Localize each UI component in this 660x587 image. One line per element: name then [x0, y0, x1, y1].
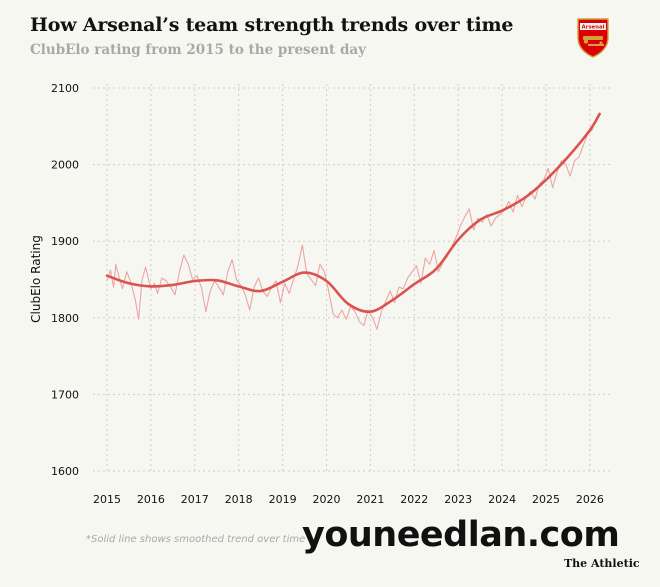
footnote: *Solid line shows smoothed trend over ti…	[86, 534, 306, 545]
x-tick-label-2024: 2024	[488, 493, 516, 506]
x-tick-label-2021: 2021	[356, 493, 384, 506]
chart-subtitle: ClubElo rating from 2015 to the present …	[30, 42, 367, 58]
watermark: youneedlan.com	[302, 515, 620, 555]
x-tick-label-2026: 2026	[576, 493, 604, 506]
y-tick-label-2100: 2100	[51, 82, 79, 95]
raw-elo-line	[106, 112, 601, 330]
y-tick-label-1600: 1600	[51, 465, 79, 478]
crest-text: Arsenal	[581, 25, 604, 31]
x-tick-label-2017: 2017	[181, 493, 209, 506]
chart-title: How Arsenal’s team strength trends over …	[30, 14, 514, 36]
y-tick-label-1700: 1700	[51, 388, 79, 401]
y-tick-label-1900: 1900	[51, 235, 79, 248]
y-tick-label-1800: 1800	[51, 312, 79, 325]
x-tick-label-2018: 2018	[225, 493, 253, 506]
x-tick-label-2016: 2016	[137, 493, 165, 506]
x-tick-label-2015: 2015	[93, 493, 121, 506]
y-tick-label-2000: 2000	[51, 159, 79, 172]
y-axis-label: ClubElo Rating	[29, 235, 43, 323]
x-tick-label-2019: 2019	[269, 493, 297, 506]
x-tick-label-2022: 2022	[400, 493, 428, 506]
x-tick-label-2020: 2020	[313, 493, 341, 506]
x-tick-label-2023: 2023	[444, 493, 472, 506]
x-tick-label-2025: 2025	[532, 493, 560, 506]
brand-logo-text: The Athletic	[564, 557, 640, 570]
arsenal-crest-icon: Arsenal	[577, 18, 609, 58]
smoothed-trend-line	[105, 112, 601, 314]
